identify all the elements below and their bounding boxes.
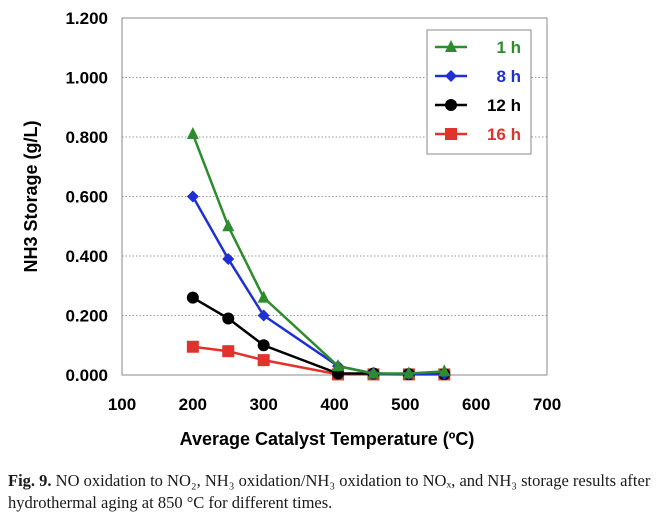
legend-marker [445, 40, 457, 52]
figure-number: Fig. 9. [8, 471, 52, 490]
legend-label: 12 h [487, 96, 521, 115]
x-tick-label: 300 [249, 395, 277, 414]
figure-caption: Fig. 9. NO oxidation to NO₂, NH₃ oxidati… [8, 470, 663, 514]
data-point [222, 219, 235, 232]
legend-marker [445, 99, 457, 111]
legend-entry: 8 h [435, 67, 521, 86]
legend-entry: 12 h [435, 96, 521, 115]
x-tick-label: 500 [391, 395, 419, 414]
series-12h [186, 291, 451, 381]
legend-box [426, 29, 532, 155]
x-tick-label: 400 [320, 395, 348, 414]
data-point [438, 364, 451, 377]
legend-label: 16 h [487, 125, 521, 144]
caption-text: NO oxidation to NO₂, NH₃ oxidation/NH₃ o… [8, 471, 651, 512]
x-tick-label: 700 [533, 395, 561, 414]
chart: 0.000 0.200 0.400 0.600 0.800 1.000 1.200 100 2… [21, 9, 561, 449]
y-tick-label: 1.000 [65, 69, 108, 88]
y-tick-label: 1.200 [65, 9, 108, 28]
data-point [402, 366, 415, 379]
data-point [222, 252, 235, 265]
series-line [191, 133, 445, 375]
y-tick-label: 0.400 [65, 247, 108, 266]
legend: 1 h 8 h 12 h 16 h [426, 29, 532, 155]
data-point [332, 359, 345, 372]
legend-marker [445, 128, 457, 140]
series-1h [186, 127, 451, 379]
series-group [186, 127, 451, 381]
legend-label: 1 h [496, 38, 521, 57]
data-point [257, 309, 270, 322]
x-tick-labels: 100 200 300 400 500 600 700 [108, 395, 561, 414]
y-tick-label: 0.000 [65, 366, 108, 385]
legend-label: 8 h [496, 67, 521, 86]
x-tick-label: 200 [179, 395, 207, 414]
x-axis-title: Average Catalyst Temperature (ºC) [180, 429, 475, 449]
series-line [192, 296, 445, 376]
y-axis-title: NH3 Storage (g/L) [21, 120, 41, 272]
data-point [186, 291, 199, 304]
y-tick-label: 0.800 [65, 128, 108, 147]
x-tick-label: 600 [462, 395, 490, 414]
data-point [222, 345, 235, 358]
legend-marker [445, 70, 457, 82]
x-tick-label: 100 [108, 395, 136, 414]
y-tick-label: 0.200 [65, 307, 108, 326]
legend-entry: 16 h [435, 125, 521, 144]
legend-entry: 1 h [435, 38, 521, 57]
data-point [367, 366, 380, 379]
data-point [257, 354, 270, 367]
data-point [186, 127, 199, 140]
data-point [222, 312, 235, 325]
y-tick-labels: 0.000 0.200 0.400 0.600 0.800 1.000 1.200 [65, 9, 108, 385]
y-tick-label: 0.600 [65, 188, 108, 207]
data-point [186, 190, 199, 203]
data-point [186, 340, 199, 353]
data-point [257, 339, 270, 352]
data-point [257, 290, 270, 303]
